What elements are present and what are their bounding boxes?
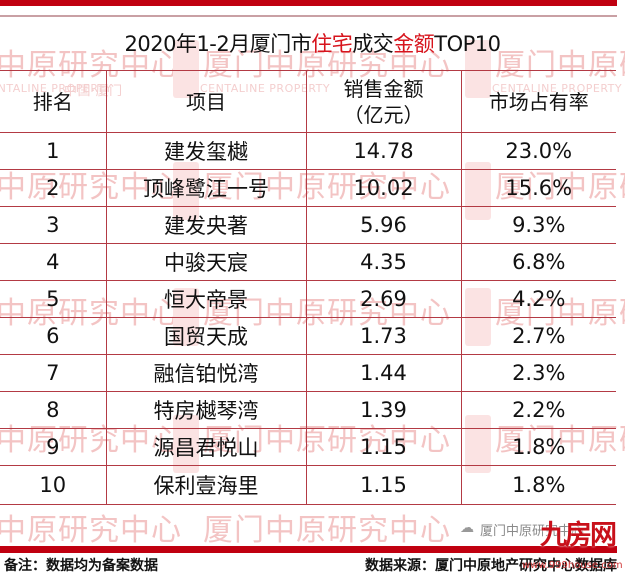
cell-share: 23.0% <box>460 132 616 170</box>
footnote-source: 数据来源：厦门中原地产研究中心数据库 <box>365 558 617 574</box>
header-project: 项目 <box>105 70 306 133</box>
cell-sales: 1.15 <box>305 428 461 466</box>
ranking-table: 排名 项目 销售金额 （亿元） 市场占有率 1 建发玺樾 14.78 23.0% 2 顶峰… <box>0 70 616 505</box>
table-row: 9 源昌君悦山 1.15 1.8% <box>0 428 616 466</box>
top-red-bar <box>0 0 617 6</box>
cell-rank: 1 <box>0 132 106 170</box>
cell-project: 保利壹海里 <box>105 465 306 505</box>
brand-logo: 九房网 <box>540 520 617 551</box>
table-row: 3 建发央著 5.96 9.3% <box>0 206 616 244</box>
cell-project: 中骏天宸 <box>105 243 306 281</box>
cell-share: 4.2% <box>460 280 616 318</box>
title-suffix: TOP10 <box>434 32 501 56</box>
title-middle: 成交 <box>352 32 394 56</box>
cell-project: 融信铂悦湾 <box>105 354 306 392</box>
cell-project: 恒大帝景 <box>105 280 306 318</box>
cell-project: 国贸天成 <box>105 317 306 355</box>
cell-rank: 7 <box>0 354 106 392</box>
cell-share: 9.3% <box>460 206 616 244</box>
header-row: 排名 项目 销售金额 （亿元） 市场占有率 <box>0 70 616 133</box>
cell-sales: 1.73 <box>305 317 461 355</box>
cell-sales: 4.35 <box>305 243 461 281</box>
header-share: 市场占有率 <box>460 70 616 133</box>
title-highlight-residential: 住宅 <box>311 32 353 56</box>
header-sales-unit: （亿元） <box>343 102 424 127</box>
cell-project: 建发玺樾 <box>105 132 306 170</box>
bottom-red-bar <box>0 546 617 553</box>
cell-share: 2.7% <box>460 317 616 355</box>
title-highlight-amount: 金额 <box>393 32 435 56</box>
cell-project: 建发央著 <box>105 206 306 244</box>
cell-share: 15.6% <box>460 169 616 207</box>
table-row: 6 国贸天成 1.73 2.7% <box>0 317 616 355</box>
cell-share: 1.8% <box>460 428 616 466</box>
cell-rank: 10 <box>0 465 106 505</box>
page-title: 2020年1-2月厦门市住宅成交金额TOP10 <box>0 28 625 58</box>
cell-share: 6.8% <box>460 243 616 281</box>
footnote-remark: 备注：数据均为备案数据 <box>4 558 158 574</box>
watermark-text: 中原研究中心 <box>0 513 182 548</box>
cell-sales: 1.15 <box>305 465 461 505</box>
cell-project: 特房樾琴湾 <box>105 391 306 429</box>
header-sales: 销售金额 （亿元） <box>305 70 461 133</box>
cell-rank: 3 <box>0 206 106 244</box>
table-row: 8 特房樾琴湾 1.39 2.2% <box>0 391 616 429</box>
cell-rank: 2 <box>0 169 106 207</box>
wechat-icon: ☁ <box>460 520 474 536</box>
header-sales-line1: 销售金额 <box>343 76 424 101</box>
table-row: 4 中骏天宸 4.35 6.8% <box>0 243 616 281</box>
cell-sales: 10.02 <box>305 169 461 207</box>
cell-rank: 6 <box>0 317 106 355</box>
table-row: 1 建发玺樾 14.78 23.0% <box>0 132 616 170</box>
cell-sales: 5.96 <box>305 206 461 244</box>
cell-rank: 8 <box>0 391 106 429</box>
wechat-account-label: 厦门中原研究中心 <box>480 524 585 539</box>
table-row: 7 融信铂悦湾 1.44 2.3% <box>0 354 616 392</box>
cell-rank: 4 <box>0 243 106 281</box>
watermark-text: 厦门中原研究中心 <box>203 513 451 548</box>
cell-sales: 14.78 <box>305 132 461 170</box>
cell-sales: 2.69 <box>305 280 461 318</box>
table-row: 5 恒大帝景 2.69 4.2% <box>0 280 616 318</box>
table-row: 2 顶峰鹭江一号 10.02 15.6% <box>0 169 616 207</box>
cell-rank: 9 <box>0 428 106 466</box>
cell-project: 源昌君悦山 <box>105 428 306 466</box>
header-rank: 排名 <box>0 70 106 133</box>
cell-share: 2.3% <box>460 354 616 392</box>
title-prefix: 2020年1-2月厦门市 <box>124 32 312 56</box>
table-row: 10 保利壹海里 1.15 1.8% <box>0 465 616 505</box>
cell-share: 2.2% <box>460 391 616 429</box>
cell-sales: 1.44 <box>305 354 461 392</box>
brand-url: www.999house.com <box>522 560 623 571</box>
cell-sales: 1.39 <box>305 391 461 429</box>
top-divider-line <box>0 15 617 17</box>
cell-rank: 5 <box>0 280 106 318</box>
cell-project: 顶峰鹭江一号 <box>105 169 306 207</box>
cell-share: 1.8% <box>460 465 616 505</box>
